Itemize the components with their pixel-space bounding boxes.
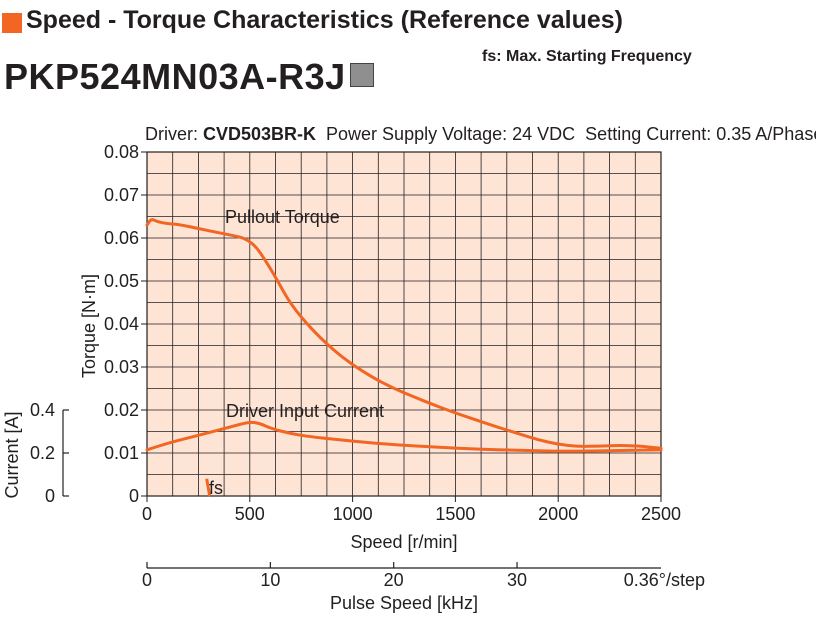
model-number-text: PKP524MN03A-R3J: [4, 56, 346, 97]
current-tick-label: 0.2: [30, 443, 55, 463]
pulse-axis-label: Pulse Speed [kHz]: [330, 593, 478, 613]
model-number: PKP524MN03A-R3J: [4, 56, 374, 98]
driver-prefix: Driver:: [145, 124, 203, 144]
x-tick-label: 2500: [641, 504, 681, 524]
x-tick-label: 1500: [435, 504, 475, 524]
pulse-step-label: 0.36°/step: [624, 570, 705, 590]
fs-annotation: fs: [209, 478, 223, 498]
y-tick-label: 0.07: [104, 185, 139, 205]
current-tick-label: 0: [45, 486, 55, 506]
current-tick-label: 0.4: [30, 400, 55, 420]
x-tick-label: 1000: [333, 504, 373, 524]
orange-square-icon: [2, 13, 22, 33]
y-tick-label: 0.01: [104, 443, 139, 463]
pulse-tick-label: 0: [142, 570, 152, 590]
y-tick-label: 0.06: [104, 228, 139, 248]
fs-marker-line: [205, 478, 212, 497]
gray-square-icon: [349, 63, 374, 87]
x-tick-label: 500: [235, 504, 265, 524]
pullout-torque-annotation: Pullout Torque: [225, 207, 340, 227]
driver-input-current-annotation: Driver Input Current: [226, 401, 384, 421]
x-axis-label: Speed [r/min]: [350, 532, 457, 552]
driver-model: CVD503BR-K: [203, 124, 316, 144]
y-tick-label: 0.04: [104, 314, 139, 334]
fs-footnote: fs: Max. Starting Frequency: [482, 48, 692, 65]
x-tick-label: 2000: [538, 504, 578, 524]
y-tick-label: 0.05: [104, 271, 139, 291]
y-tick-label: 0.08: [104, 142, 139, 162]
current-axis-label: Current [A]: [2, 411, 22, 498]
y-tick-label: 0.03: [104, 357, 139, 377]
pulse-tick-label: 10: [260, 570, 280, 590]
y-tick-label: 0.02: [104, 400, 139, 420]
y-axis-label: Torque [N·m]: [79, 274, 99, 378]
driver-input-current-curve: [145, 420, 663, 453]
pullout-torque-curve: [145, 218, 663, 450]
chart-conditions: Driver: CVD503BR-K Power Supply Voltage:…: [145, 124, 816, 144]
chart-section-title: Speed - Torque Characteristics (Referenc…: [26, 6, 623, 34]
y-tick-label: 0: [129, 486, 139, 506]
pulse-tick-label: 30: [507, 570, 527, 590]
x-tick-label: 0: [142, 504, 152, 524]
pulse-tick-label: 20: [384, 570, 404, 590]
supply-conditions: Power Supply Voltage: 24 VDC Setting Cur…: [316, 124, 816, 144]
